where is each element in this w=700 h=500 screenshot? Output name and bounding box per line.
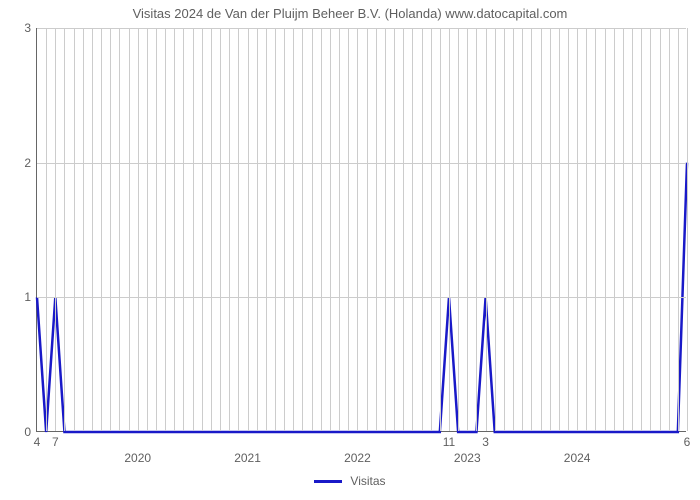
x-tick-year-label: 2022 <box>344 451 371 465</box>
gridline-vertical <box>229 28 230 431</box>
gridline-vertical <box>147 28 148 431</box>
gridline-vertical <box>650 28 651 431</box>
gridline-vertical <box>101 28 102 431</box>
gridline-vertical <box>312 28 313 431</box>
gridline-vertical <box>431 28 432 431</box>
gridline-vertical <box>330 28 331 431</box>
gridline-vertical <box>687 28 688 431</box>
data-point-label: 6 <box>684 435 691 449</box>
gridline-vertical <box>678 28 679 431</box>
legend: Visitas <box>0 473 700 488</box>
gridline-vertical <box>55 28 56 431</box>
gridline-vertical <box>476 28 477 431</box>
data-point-label: 11 <box>443 435 455 449</box>
gridline-vertical <box>632 28 633 431</box>
gridline-vertical <box>183 28 184 431</box>
gridline-vertical <box>605 28 606 431</box>
gridline-vertical <box>74 28 75 431</box>
legend-label: Visitas <box>350 474 385 488</box>
gridline-vertical <box>275 28 276 431</box>
gridline-vertical <box>458 28 459 431</box>
gridline-vertical <box>449 28 450 431</box>
gridline-vertical <box>522 28 523 431</box>
gridline-vertical <box>541 28 542 431</box>
gridline-vertical <box>486 28 487 431</box>
x-tick-year-label: 2021 <box>234 451 261 465</box>
chart-container: { "chart": { "type": "line", "title": "V… <box>0 0 700 500</box>
gridline-vertical <box>440 28 441 431</box>
chart-title: Visitas 2024 de Van der Pluijm Beheer B.… <box>0 6 700 21</box>
gridline-vertical <box>165 28 166 431</box>
gridline-vertical <box>138 28 139 431</box>
x-tick-year-label: 2020 <box>124 451 151 465</box>
gridline-vertical <box>467 28 468 431</box>
gridline-vertical <box>669 28 670 431</box>
gridline-vertical <box>266 28 267 431</box>
y-tick-label: 3 <box>24 21 31 35</box>
data-point-label: 4 <box>34 435 41 449</box>
y-tick-label: 1 <box>24 290 31 304</box>
gridline-vertical <box>495 28 496 431</box>
gridline-vertical <box>220 28 221 431</box>
gridline-vertical <box>623 28 624 431</box>
gridline-vertical <box>302 28 303 431</box>
gridline-vertical <box>348 28 349 431</box>
gridline-vertical <box>110 28 111 431</box>
gridline-vertical <box>550 28 551 431</box>
gridline-vertical <box>614 28 615 431</box>
gridline-vertical <box>660 28 661 431</box>
gridline-vertical <box>284 28 285 431</box>
gridline-vertical <box>641 28 642 431</box>
gridline-vertical <box>595 28 596 431</box>
line-series <box>37 28 687 432</box>
gridline-vertical <box>211 28 212 431</box>
y-tick-label: 2 <box>24 156 31 170</box>
gridline-vertical <box>64 28 65 431</box>
gridline-vertical <box>321 28 322 431</box>
x-tick-year-label: 2023 <box>454 451 481 465</box>
gridline-vertical <box>339 28 340 431</box>
gridline-horizontal <box>37 28 686 29</box>
gridline-vertical <box>412 28 413 431</box>
gridline-vertical <box>513 28 514 431</box>
legend-swatch <box>314 480 342 483</box>
gridline-vertical <box>174 28 175 431</box>
gridline-vertical <box>422 28 423 431</box>
gridline-vertical <box>293 28 294 431</box>
data-point-label: 3 <box>482 435 489 449</box>
gridline-vertical <box>559 28 560 431</box>
gridline-vertical <box>376 28 377 431</box>
plot-area: 012320202021202220232024471136 <box>36 28 686 432</box>
gridline-vertical <box>46 28 47 431</box>
gridline-vertical <box>403 28 404 431</box>
gridline-vertical <box>367 28 368 431</box>
x-tick-year-label: 2024 <box>564 451 591 465</box>
gridline-vertical <box>202 28 203 431</box>
gridline-vertical <box>119 28 120 431</box>
gridline-vertical <box>504 28 505 431</box>
gridline-vertical <box>129 28 130 431</box>
gridline-vertical <box>257 28 258 431</box>
gridline-vertical <box>577 28 578 431</box>
gridline-vertical <box>238 28 239 431</box>
gridline-vertical <box>92 28 93 431</box>
gridline-vertical <box>385 28 386 431</box>
gridline-horizontal <box>37 163 686 164</box>
data-point-label: 7 <box>52 435 59 449</box>
gridline-vertical <box>248 28 249 431</box>
gridline-vertical <box>568 28 569 431</box>
y-tick-label: 0 <box>24 425 31 439</box>
gridline-vertical <box>83 28 84 431</box>
gridline-vertical <box>394 28 395 431</box>
gridline-vertical <box>193 28 194 431</box>
gridline-horizontal <box>37 297 686 298</box>
gridline-vertical <box>357 28 358 431</box>
gridline-vertical <box>531 28 532 431</box>
gridline-vertical <box>586 28 587 431</box>
gridline-vertical <box>156 28 157 431</box>
